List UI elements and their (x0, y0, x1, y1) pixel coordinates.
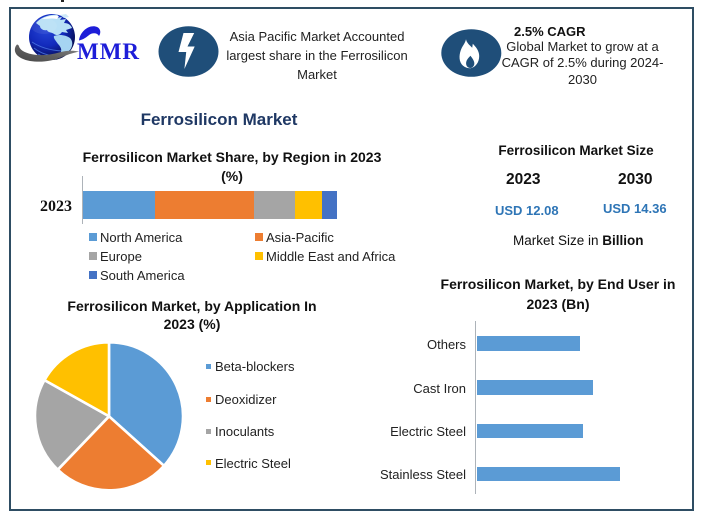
svg-text:MMR: MMR (77, 39, 140, 64)
